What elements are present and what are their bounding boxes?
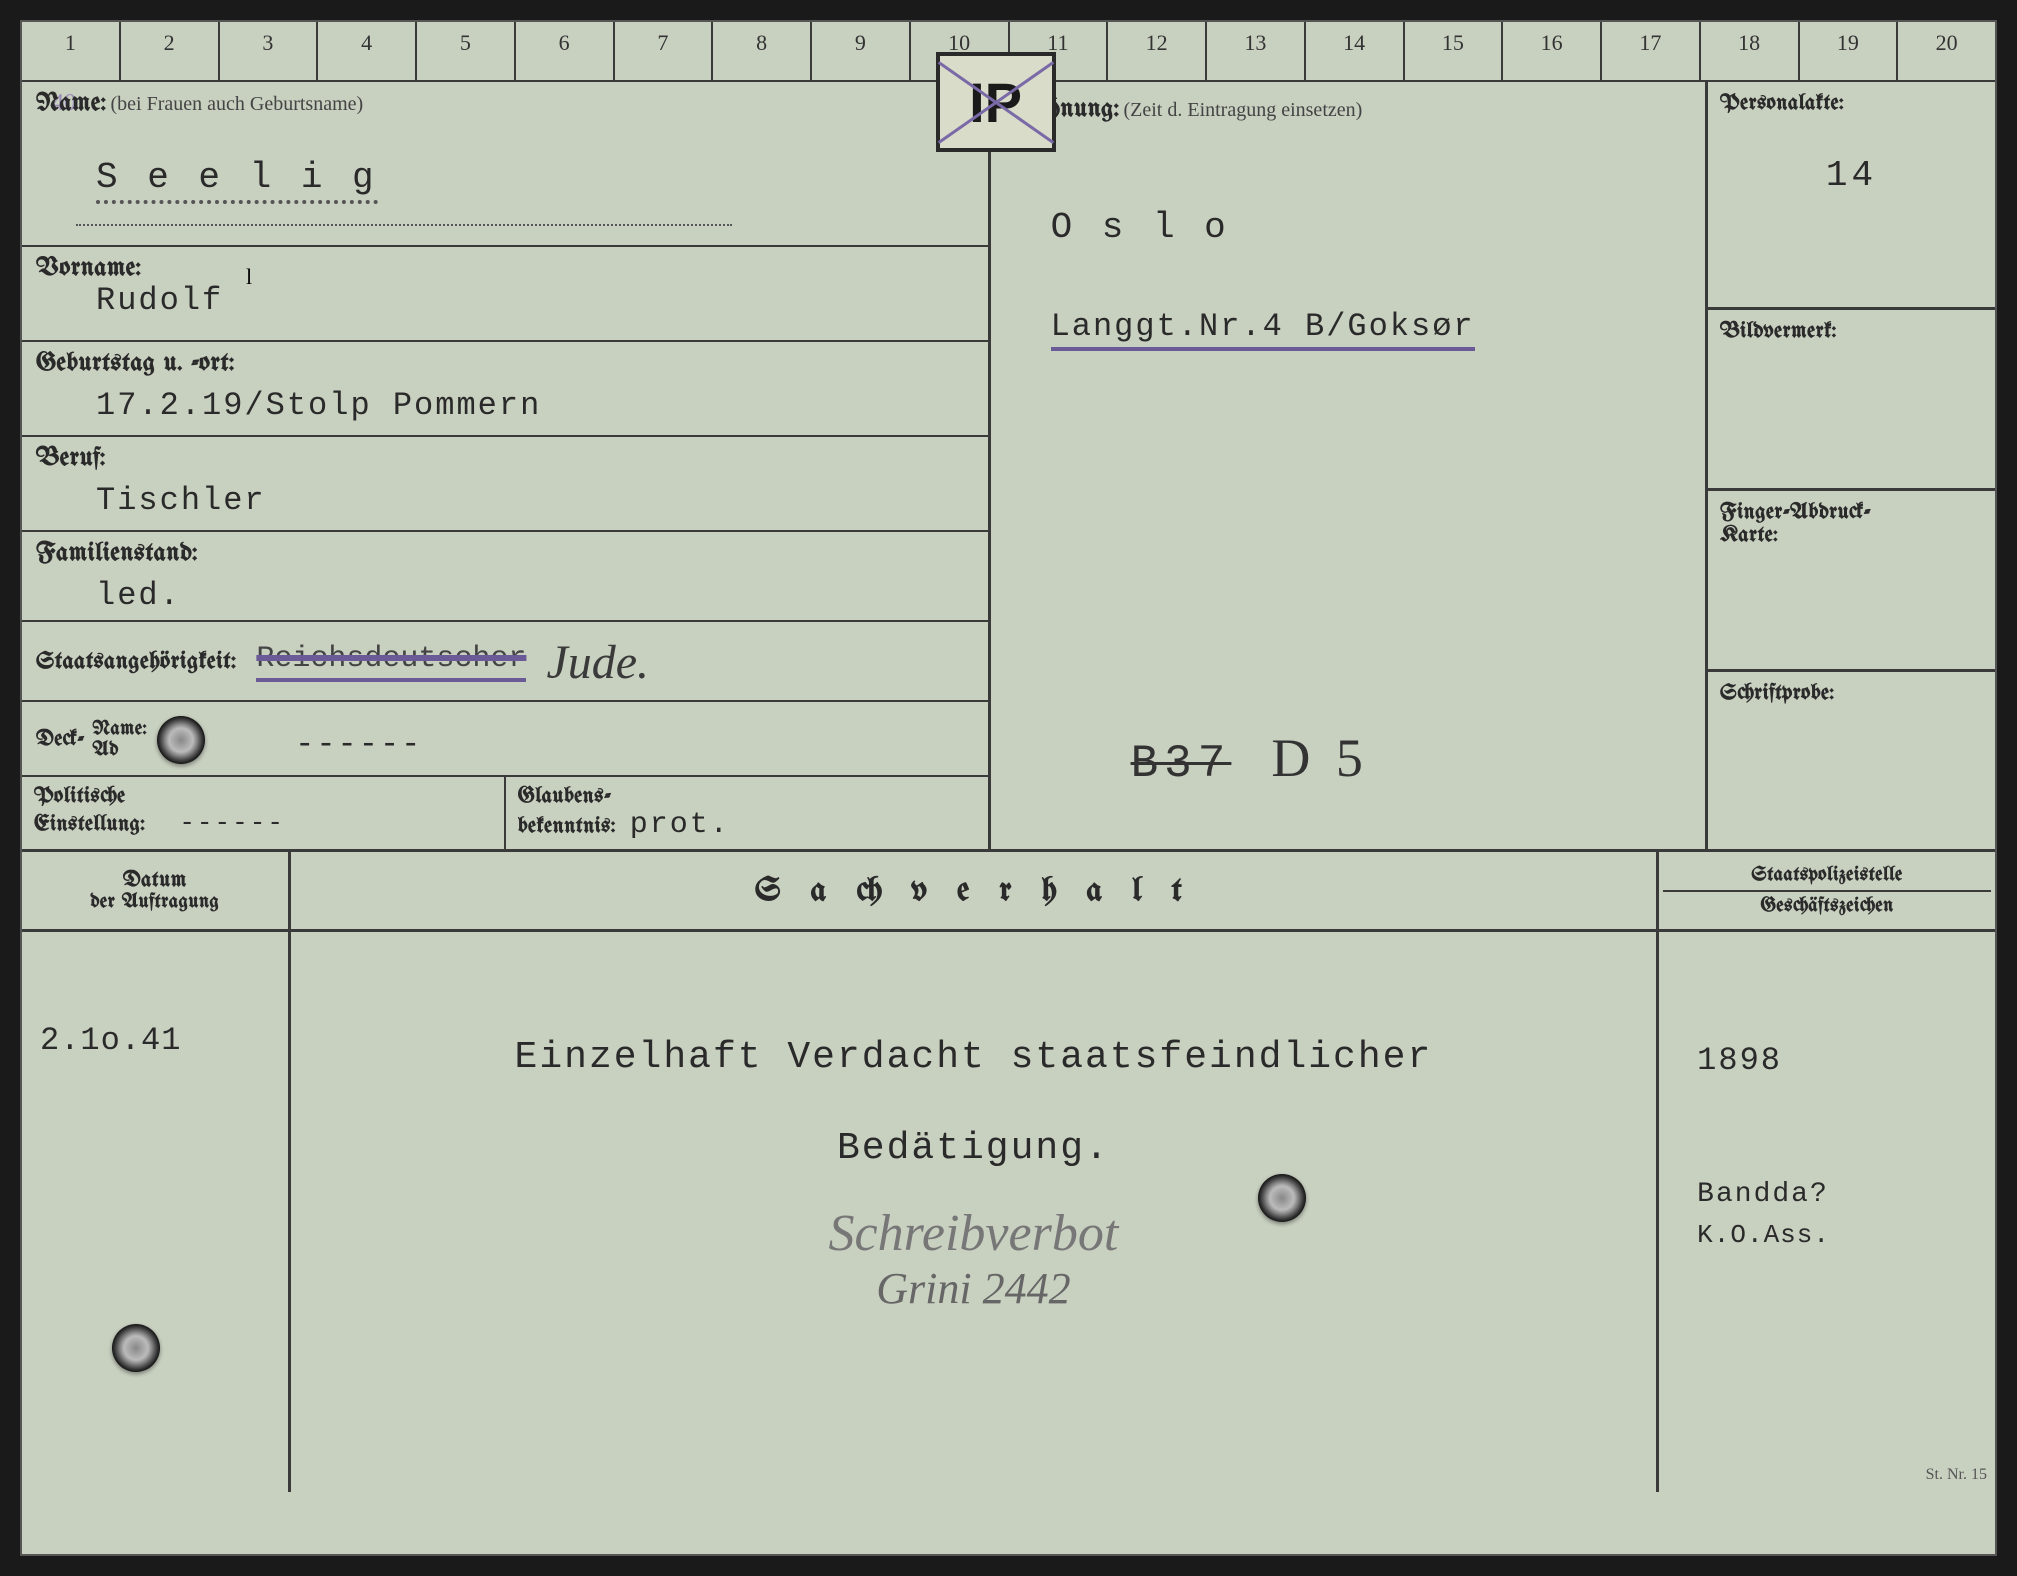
geburt-field: Geburtstag u. -ort: 17.2.19/Stolp Pommer… (22, 342, 988, 437)
ruler-tick: 19 (1800, 22, 1899, 80)
ruler-tick: 5 (417, 22, 516, 80)
fingerabdruck-field: Finger-Abdruck- Karte: (1708, 491, 1995, 672)
city-value: O s l o (991, 197, 1705, 248)
beruf-label: Beruf: (36, 445, 974, 472)
deck-field: Deck- Name: Ad ------ (22, 702, 988, 777)
ruler-tick: 2 (121, 22, 220, 80)
bildvermerk-field: Bildvermerk: (1708, 310, 1995, 491)
deck-name-label: Name: (92, 719, 147, 740)
name-field: Name: (bei Frauen auch Geburtsname) S e … (22, 82, 988, 247)
vorname-value: Rudolf (36, 272, 223, 319)
ruler-tick: 4 (318, 22, 417, 80)
name-label: Name: (36, 90, 107, 117)
deck-prefix: Deck- (36, 728, 84, 751)
polit-label2: Einstellung: (34, 813, 145, 836)
deck-value: ------ (195, 716, 422, 763)
ruler-tick: 14 (1306, 22, 1405, 80)
right-column: Personalakte: 14 Bildvermerk: Finger-Abd… (1708, 82, 1995, 850)
punch-hole (112, 1324, 160, 1372)
polit-field: Politische Einstellung: ------ (22, 777, 506, 850)
ruler-tick: 6 (516, 22, 615, 80)
vorname-field: Vorname: l Rudolf (22, 247, 988, 342)
geburt-label: Geburtstag u. -ort: (36, 350, 974, 377)
familien-field: Familienstand: led. (22, 532, 988, 622)
footer-stamp: St. Nr. 15 (1926, 1466, 1987, 1484)
left-column: Name: (bei Frauen auch Geburtsname) S e … (22, 82, 991, 850)
finger-label1: Finger-Abdruck- (1720, 501, 1983, 524)
ruler-tick: 3 (220, 22, 319, 80)
sachverhalt-cell: Einzelhaft Verdacht staatsfeindlicher Be… (291, 932, 1660, 1492)
ruler-tick: 12 (1108, 22, 1207, 80)
punch-hole (1258, 1174, 1306, 1222)
geburt-value: 17.2.19/Stolp Pommern (36, 377, 974, 424)
familien-label: Familienstand: (36, 540, 974, 567)
schriftprobe-label: Schriftprobe: (1720, 682, 1983, 705)
code-struck: B37 (1131, 738, 1232, 790)
bottom-content: 2.1o.41 Einzelhaft Verdacht staatsfeindl… (22, 932, 1995, 1492)
datum-header: Datum der Auftragung (22, 852, 291, 929)
ruler-tick: 9 (812, 22, 911, 80)
staats-struck: Reichsdeutscher (256, 642, 526, 682)
reference-cell: 1898 Bandda? K.O.Ass. St. Nr. 15 (1659, 932, 1995, 1492)
sachverhalt-line1: Einzelhaft Verdacht staatsfeindlicher (309, 1012, 1639, 1103)
finger-label2: Karte: (1720, 524, 1983, 547)
middle-column: IP Wohnung: (Zeit d. Eintragung einsetze… (991, 82, 1708, 850)
staats-field: Staatsangehörigkeit: Reichsdeutscher Jud… (22, 622, 988, 702)
ruler-tick: 13 (1207, 22, 1306, 80)
ruler-tick: 20 (1898, 22, 1995, 80)
vorname-correction: l (246, 264, 252, 290)
personalakte-label: Personalakte: (1720, 92, 1983, 115)
familien-value: led. (36, 567, 974, 614)
ruler-tick: 7 (615, 22, 714, 80)
glaub-value: prot. (620, 798, 730, 842)
personalakte-field: Personalakte: 14 (1708, 82, 1995, 310)
ref-number: 1898 (1677, 1032, 1977, 1079)
bottom-header: Datum der Auftragung S a ch v e r h a l … (22, 852, 1995, 932)
staatspolizei-header: Staatspolizeistelle Geschäftszeichen (1659, 852, 1995, 929)
name-sublabel: (bei Frauen auch Geburtsname) (111, 93, 364, 115)
beruf-field: Beruf: Tischler (22, 437, 988, 532)
staats-handwritten: Jude. (546, 635, 649, 690)
ruler-tick: 1 (22, 22, 121, 80)
ruler-tick: 15 (1405, 22, 1504, 80)
glaub-label2: bekenntnis: (518, 815, 616, 838)
punch-hole (157, 716, 205, 764)
street-value: Langgt.Nr.4 B/Goksør (1051, 298, 1475, 351)
code-value: D 5 (1271, 727, 1369, 789)
ref-text: Bandda? (1677, 1169, 1977, 1210)
personalakte-value: 14 (1720, 145, 1983, 196)
glaub-label1: Glaubens- (518, 785, 976, 808)
handwritten-note2: Grini 2442 (309, 1263, 1639, 1314)
handwritten-note1: Schreibverbot (309, 1204, 1639, 1263)
glaub-field: Glaubens- bekenntnis: prot. (506, 777, 988, 850)
schriftprobe-field: Schriftprobe: (1708, 672, 1995, 850)
ruler-tick: 16 (1503, 22, 1602, 80)
entry-date: 2.1o.41 (40, 1012, 270, 1059)
datum-cell: 2.1o.41 (22, 932, 291, 1492)
bildvermerk-label: Bildvermerk: (1720, 320, 1983, 343)
record-card: 40 1 2 3 4 5 6 7 8 9 10 11 12 13 14 15 1… (20, 20, 1997, 1556)
main-content: Name: (bei Frauen auch Geburtsname) S e … (22, 82, 1995, 852)
ip-stamp: IP (936, 52, 1056, 152)
staats-label: Staatsangehörigkeit: (36, 650, 236, 675)
polit-value: ------ (149, 798, 285, 838)
ref-code: K.O.Ass. (1677, 1210, 1977, 1250)
ruler-tick: 17 (1602, 22, 1701, 80)
name-value: S e e l i g (36, 147, 974, 204)
ruler-tick: 8 (713, 22, 812, 80)
ruler-tick: 18 (1701, 22, 1800, 80)
wohnung-sublabel: (Zeit d. Eintragung einsetzen) (1123, 99, 1362, 121)
sachverhalt-header: S a ch v e r h a l t (291, 852, 1660, 929)
beruf-value: Tischler (36, 472, 974, 519)
deck-ad-label: Ad (92, 740, 147, 761)
sachverhalt-line2: Bedätigung. (309, 1103, 1639, 1194)
